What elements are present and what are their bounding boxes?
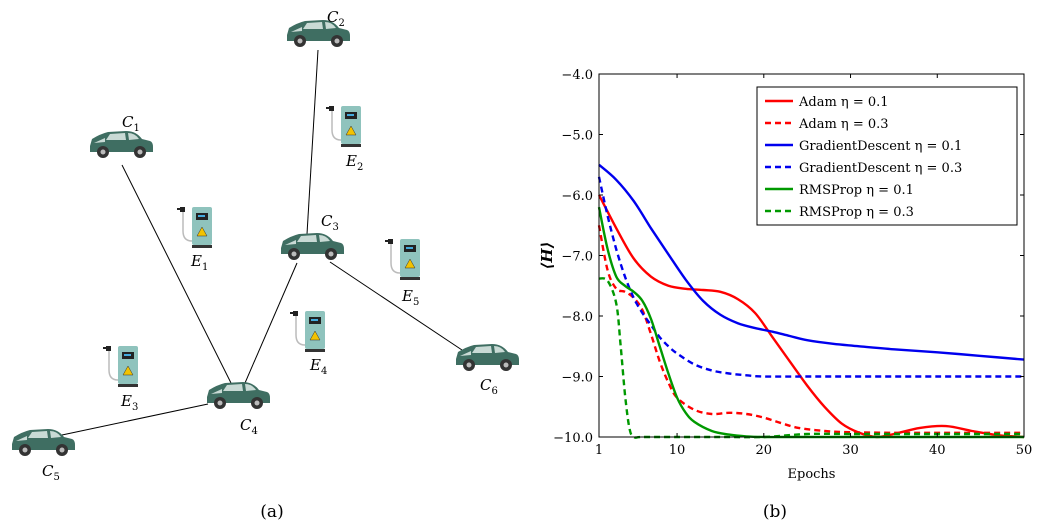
charger-icon-e5 xyxy=(384,238,421,281)
charger-label-e1: E1 xyxy=(190,252,208,273)
car-icon-c5 xyxy=(12,429,75,456)
legend-label: Adam η = 0.3 xyxy=(798,117,889,132)
car-label-c4: C4 xyxy=(240,416,258,437)
edge-c3-c4 xyxy=(244,262,298,384)
legend-label: RMSProp η = 0.1 xyxy=(799,183,914,198)
x-tick-label: 1 xyxy=(595,443,603,458)
series-line xyxy=(597,225,1024,435)
series-line xyxy=(597,206,1024,439)
x-tick-label: 50 xyxy=(1016,443,1033,458)
y-tick-label: −4.0 xyxy=(561,68,593,83)
charger-icon-e2 xyxy=(325,105,362,148)
edge-c3-c6 xyxy=(329,261,463,351)
car-label-c5: C5 xyxy=(42,462,60,483)
x-tick-label: 30 xyxy=(842,443,859,458)
charger-icon-e4 xyxy=(289,310,326,353)
charger-icon-e1 xyxy=(176,206,213,249)
y-tick-label: −5.0 xyxy=(561,129,593,144)
charger-icon-e3 xyxy=(102,345,139,388)
caption-b: (b) xyxy=(763,502,787,522)
series-line xyxy=(597,176,1024,378)
y-tick-label: −8.0 xyxy=(561,310,593,325)
legend: Adam η = 0.1 Adam η = 0.3 GradientDescent … xyxy=(756,86,1018,226)
charger-label-e4: E4 xyxy=(309,356,327,377)
car-icon-c3 xyxy=(281,233,344,260)
series-line xyxy=(597,194,1025,439)
graph-edges xyxy=(61,49,463,436)
x-axis-label: Epochs xyxy=(788,467,836,482)
panel-a: C1 C2 C3 C4 C5 C6 E1 E2 E3 E4 E5 (a) xyxy=(12,8,519,522)
car-label-c6: C6 xyxy=(480,376,498,397)
y-tick-label: −7.0 xyxy=(561,250,593,265)
car-label-c2: C2 xyxy=(327,8,345,29)
y-tick-label: −10.0 xyxy=(553,431,593,446)
legend-box xyxy=(756,86,1018,226)
car-icon-c1 xyxy=(90,131,153,158)
series-line xyxy=(598,163,1025,361)
legend-label: GradientDescent η = 0.1 xyxy=(799,139,962,154)
y-tick-label: −6.0 xyxy=(561,189,593,204)
charger-label-e3: E3 xyxy=(120,392,138,413)
y-axis-label: ⟨H⟩ xyxy=(538,242,556,270)
car-label-c1: C1 xyxy=(122,113,140,134)
car-icon-c6 xyxy=(456,344,519,371)
edge-c4-c5 xyxy=(61,403,209,436)
x-tick-label: 10 xyxy=(669,443,686,458)
legend-label: Adam η = 0.1 xyxy=(798,95,889,110)
legend-label: RMSProp η = 0.3 xyxy=(799,205,914,220)
x-tick-label: 40 xyxy=(929,443,946,458)
car-label-c3: C3 xyxy=(321,212,339,233)
charger-label-e2: E2 xyxy=(345,152,363,173)
car-icon-c4 xyxy=(207,382,270,409)
caption-a: (a) xyxy=(260,502,283,522)
panel-b: 1 10 20 30 40 50 −4.0 −5.0 −6.0 −7.0 −8.0 −9.0 −10.0… xyxy=(538,68,1032,522)
edge-c2-c3 xyxy=(306,49,319,235)
y-tick-label: −9.0 xyxy=(561,371,593,386)
tick-layer: 1 10 20 30 40 50 −4.0 −5.0 −6.0 −7.0 −8.0 −9.0 −10.0 xyxy=(553,68,1032,458)
legend-label: GradientDescent η = 0.3 xyxy=(799,161,962,176)
x-tick-label: 20 xyxy=(756,443,773,458)
charger-label-e5: E5 xyxy=(401,287,419,308)
edge-c1-c4 xyxy=(121,164,232,384)
